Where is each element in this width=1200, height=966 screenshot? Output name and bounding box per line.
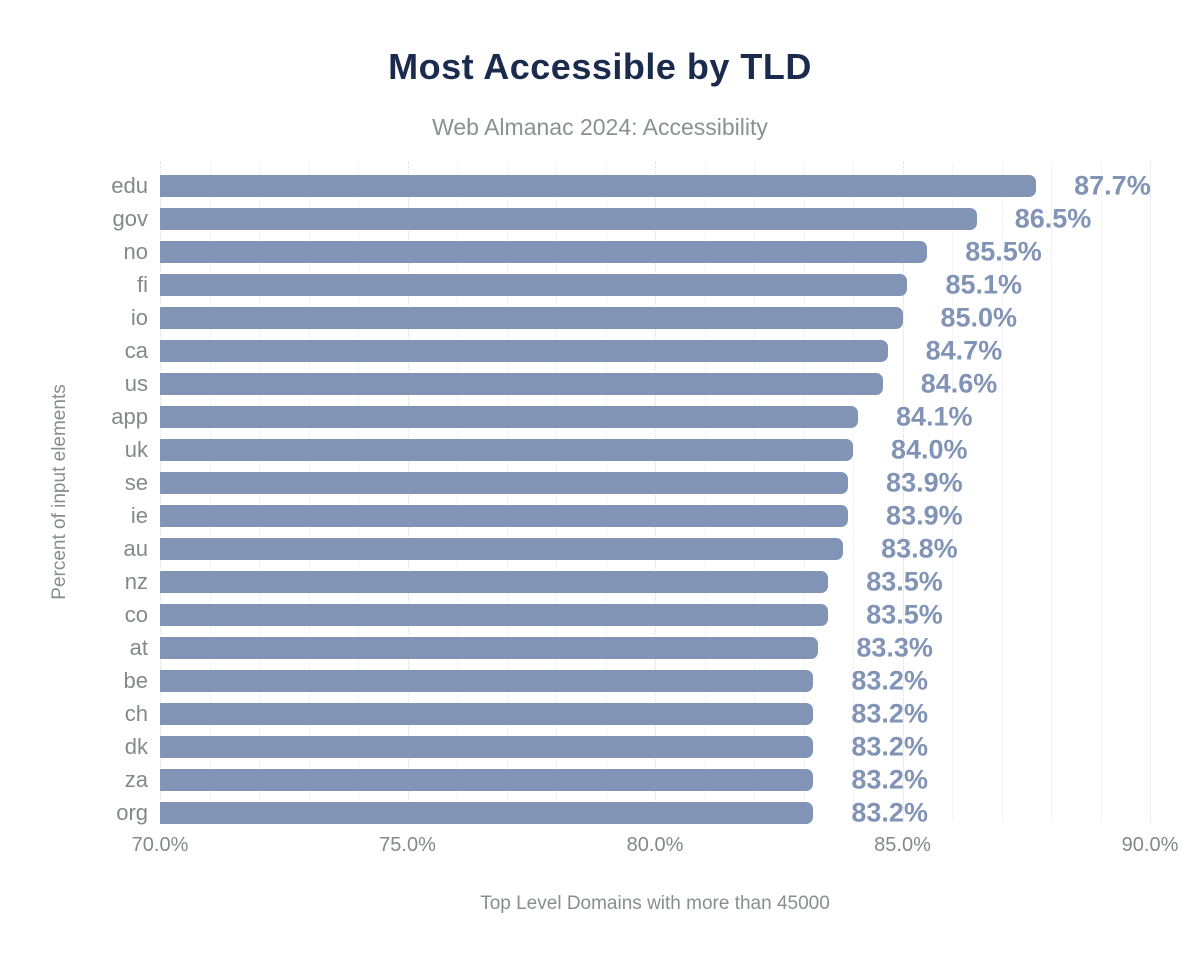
x-tick-label: 80.0%	[626, 834, 684, 856]
gridline-minor	[952, 162, 953, 822]
gridline-major	[1150, 162, 1151, 822]
bar-row: ca 84.7%	[125, 335, 1200, 368]
bar	[160, 637, 819, 659]
bar	[160, 406, 858, 428]
bar-row: us 84.6%	[125, 368, 1200, 401]
category-label: za	[124, 767, 148, 792]
category-label: au	[123, 536, 148, 561]
value-label: 83.2%	[851, 665, 928, 696]
plot-area: edu 87.7% gov 86.5% no 85.5% fi 85.1% io 85.0% ca 8…	[111, 162, 1200, 856]
bar	[160, 538, 844, 560]
bar-row: app 84.1%	[111, 401, 1200, 434]
value-label: 83.8%	[881, 533, 958, 564]
category-label: be	[123, 668, 148, 693]
gridline-minor	[1001, 162, 1003, 822]
category-label: at	[129, 635, 148, 660]
category-label: co	[124, 602, 148, 627]
value-label: 84.7%	[925, 335, 1003, 366]
gridline-major	[902, 162, 904, 822]
value-label: 84.6%	[920, 368, 998, 399]
value-label: 84.1%	[895, 401, 973, 432]
value-label: 86.5%	[1014, 203, 1092, 234]
value-label: 83.5%	[866, 566, 943, 597]
gridline-minor	[1051, 162, 1052, 822]
value-label: 83.9%	[886, 500, 963, 531]
bar-row: at 83.3%	[130, 632, 1200, 665]
value-label: 83.2%	[851, 797, 928, 828]
bar-row: be 83.2%	[124, 665, 1200, 698]
category-label: ch	[124, 701, 148, 726]
value-label: 83.5%	[866, 599, 943, 630]
bar-row: org 83.2%	[116, 797, 1200, 830]
category-label: nz	[124, 569, 148, 594]
bar-row: io 85.0%	[131, 302, 1200, 335]
category-label: fi	[137, 272, 148, 297]
chart-title: Most Accessible by TLD	[388, 46, 812, 87]
bar-row: gov 86.5%	[113, 203, 1200, 236]
bar-row: fi 85.1%	[137, 269, 1200, 302]
bar	[160, 307, 903, 329]
bar-row: au 83.8%	[124, 533, 1200, 566]
x-tick-label: 90.0%	[1121, 834, 1179, 856]
bar-row: edu 87.7%	[111, 170, 1200, 203]
bar	[160, 439, 853, 461]
x-axis-title: Top Level Domains with more than 45000	[480, 893, 830, 914]
value-label: 84.0%	[891, 434, 968, 465]
category-label: io	[130, 305, 148, 330]
category-label: org	[116, 800, 148, 825]
bar	[160, 703, 814, 725]
bar	[160, 472, 849, 494]
bar-row: se 83.9%	[125, 467, 1200, 500]
value-label: 83.2%	[851, 698, 928, 729]
bar	[160, 373, 883, 395]
bar	[160, 769, 814, 791]
value-label: 83.2%	[851, 731, 928, 762]
chart-subtitle: Web Almanac 2024: Accessibility	[432, 114, 768, 140]
bar-row: nz 83.5%	[125, 566, 1200, 599]
bar	[160, 175, 1037, 197]
value-label: 83.2%	[851, 764, 928, 795]
bar	[160, 340, 888, 362]
bar-row: za 83.2%	[125, 764, 1200, 797]
bar	[160, 505, 849, 527]
bar-row: co 83.5%	[125, 599, 1200, 632]
category-label: no	[123, 239, 148, 264]
bar-row: uk 84.0%	[125, 434, 1200, 467]
value-label: 85.0%	[940, 302, 1018, 333]
x-tick-label: 70.0%	[131, 834, 189, 856]
bar-row: ch 83.2%	[125, 698, 1200, 731]
bar-row: ie 83.9%	[131, 500, 1200, 533]
bar-row: dk 83.2%	[125, 731, 1200, 764]
value-label: 83.3%	[856, 632, 933, 663]
value-label: 85.5%	[965, 236, 1042, 267]
category-label: edu	[111, 173, 148, 198]
gridline-minor	[1100, 162, 1102, 822]
bar	[160, 736, 814, 758]
x-tick-label: 75.0%	[379, 834, 436, 856]
bar	[160, 670, 814, 692]
value-label: 87.7%	[1074, 170, 1151, 201]
bar	[160, 274, 908, 296]
category-label: uk	[124, 437, 148, 462]
value-label: 83.9%	[886, 467, 963, 498]
category-label: gov	[112, 206, 148, 231]
bar-row: no 85.5%	[124, 236, 1200, 269]
x-tick-label: 85.0%	[874, 834, 931, 856]
category-label: dk	[124, 734, 148, 759]
category-label: se	[124, 470, 148, 495]
bar	[160, 241, 928, 263]
bar	[160, 571, 829, 593]
category-label: us	[124, 371, 148, 396]
bar	[160, 802, 814, 824]
category-label: ie	[130, 503, 148, 528]
y-axis-title: Percent of input elements	[49, 384, 70, 600]
bar	[160, 208, 977, 230]
gridline-minor	[853, 162, 854, 822]
category-label: ca	[124, 338, 148, 363]
bar	[160, 604, 829, 626]
category-label: app	[111, 404, 148, 429]
value-label: 85.1%	[945, 269, 1022, 300]
